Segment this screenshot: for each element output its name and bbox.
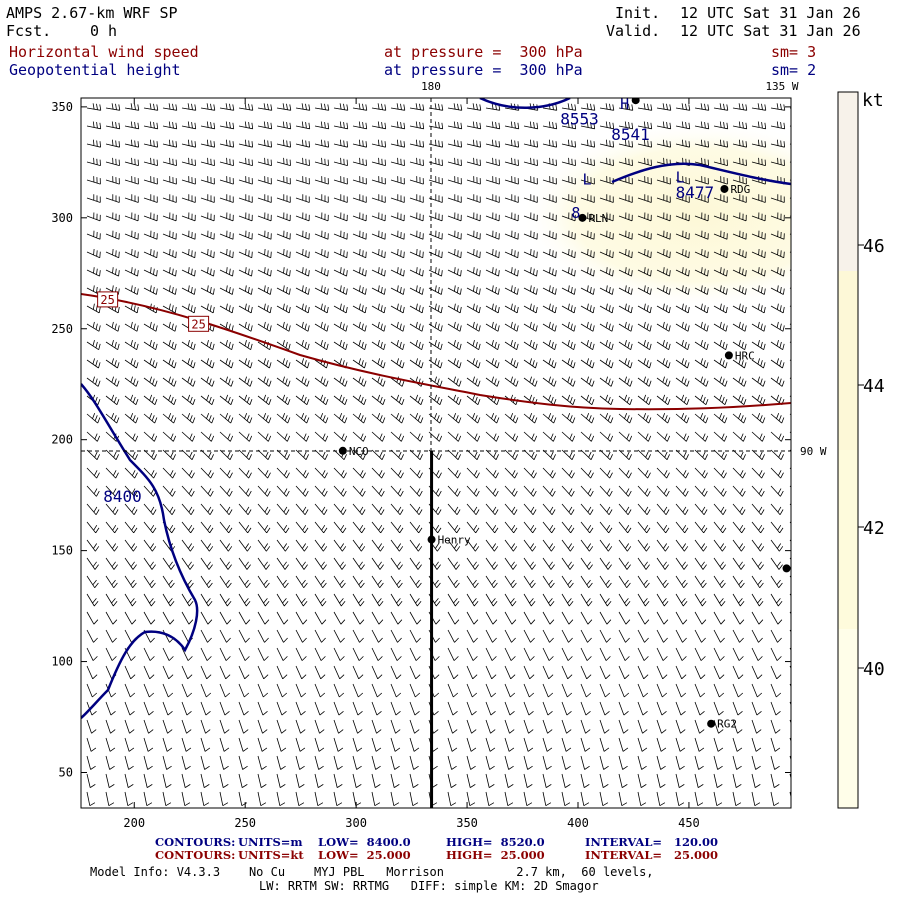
barb-field (86, 103, 791, 807)
y-tick-label: 300 (51, 211, 73, 225)
y-tick-label: 100 (51, 655, 73, 669)
x-tick-label: 350 (456, 816, 478, 830)
y-tick-label: 250 (51, 322, 73, 336)
geopotential-contour-8400 (81, 383, 199, 719)
x-tick-label: 300 (345, 816, 367, 830)
colorbar-segment (838, 271, 858, 450)
y-tick-label: 200 (51, 433, 73, 447)
contour1-units: UNITS=m (238, 835, 303, 849)
colorbar-label: 42 (863, 518, 885, 539)
pressure-center-marker: L (582, 171, 591, 189)
station-marker (427, 535, 436, 544)
colorbar-segment (838, 92, 858, 271)
wind-barbs (86, 103, 791, 807)
y-tick-label: 50 (59, 766, 73, 780)
contour2-label: CONTOURS: (155, 848, 236, 862)
station-label: NCO (349, 445, 369, 458)
wind-speed-contour-25 (81, 293, 791, 411)
axes: 200 250 300 350 400 450 50 100 150 200 250 300 350 (51, 98, 791, 830)
lon-label-135w: 135 W (765, 80, 798, 93)
field2-level: at pressure = 300 hPa (384, 61, 583, 79)
init-value: 12 UTC Sat 31 Jan 26 (680, 4, 861, 22)
field1-name: Horizontal wind speed (9, 43, 199, 61)
colorbar-label: 40 (863, 659, 885, 680)
colorbar-segment (838, 450, 858, 629)
contour2-high: HIGH= 25.000 (446, 848, 545, 862)
colorbar-frame (837, 91, 859, 809)
colorbar-label: 44 (863, 376, 885, 397)
model-info: Model Info: V4.3.3 No Cu MYJ PBL Morriso… (90, 865, 654, 879)
contour1-high: HIGH= 8520.0 (446, 835, 545, 849)
station-marker (578, 213, 587, 222)
pressure-center-marker: L (676, 168, 685, 186)
init-label: Init. (615, 4, 661, 22)
fcst-value: 0 h (90, 22, 118, 40)
colorbar-segment (838, 629, 858, 808)
y-tick-label: 350 (51, 100, 73, 114)
colorbar: kt 46 44 42 40 (837, 90, 885, 809)
station-marker (707, 719, 716, 728)
station-label: HRC (735, 349, 755, 362)
contour2-low: LOW= 25.000 (318, 848, 411, 862)
speed-label: 25 (100, 293, 114, 307)
contour1-label: CONTOURS: (155, 835, 236, 849)
x-tick-label: 200 (123, 816, 145, 830)
fcst-label: Fcst. (6, 22, 52, 40)
geopotential-contour-8520-west (479, 98, 571, 109)
speed-label: 25 (191, 317, 205, 331)
colorbar-label: 46 (863, 236, 885, 257)
station-marker (720, 184, 729, 193)
height-label: 8477 (676, 183, 715, 202)
height-label: 8400 (103, 487, 142, 506)
pressure-center-marker: H (620, 95, 629, 113)
field2-smoothing: sm= 2 (771, 61, 817, 79)
station-label: RG2 (717, 718, 737, 731)
contour1-interval: INTERVAL= 120.00 (585, 835, 719, 849)
station-marker (782, 564, 791, 573)
x-tick-label: 400 (567, 816, 589, 830)
geopotential-contour-8520-east (611, 162, 791, 186)
contour2-interval: INTERVAL= 25.000 (585, 848, 719, 862)
station-label: Henry (438, 534, 471, 547)
x-tick-label: 250 (234, 816, 256, 830)
station-label: RDG (730, 183, 750, 196)
field1-level: at pressure = 300 hPa (384, 43, 583, 61)
speed-label-box (97, 291, 119, 308)
pressure-center-marker: 8 (571, 204, 580, 222)
wind-speed-shading (520, 120, 791, 310)
valid-label: Valid. (606, 22, 661, 40)
station-label: RLN (588, 212, 608, 225)
field2-name: Geopotential height (9, 61, 181, 79)
contour1-low: LOW= 8400.0 (318, 835, 411, 849)
lon-label-90w: 90 W (800, 445, 827, 458)
x-tick-label: 450 (678, 816, 700, 830)
contour2-units: UNITS=kt (238, 848, 304, 862)
plot-frame (80, 97, 792, 809)
model-title: AMPS 2.67-km WRF SP (6, 4, 178, 22)
height-label: 8553 (560, 110, 599, 129)
field1-smoothing: sm= 3 (771, 43, 817, 61)
station-marker (631, 98, 640, 105)
speed-label-box (188, 315, 210, 332)
pressure-center-marker: H (545, 84, 554, 102)
station-marker (724, 351, 733, 360)
stations: RDG RLN HRC NCO Henry RG2 (338, 98, 791, 731)
station-marker (338, 446, 347, 455)
valid-value: 12 UTC Sat 31 Jan 26 (680, 22, 861, 40)
height-label: 8541 (611, 125, 650, 144)
y-tick-label: 150 (51, 544, 73, 558)
lon-label-180: 180 (421, 80, 441, 93)
physics-info: LW: RRTM SW: RRTMG DIFF: simple KM: 2D S… (259, 879, 599, 893)
colorbar-unit: kt (862, 90, 884, 111)
